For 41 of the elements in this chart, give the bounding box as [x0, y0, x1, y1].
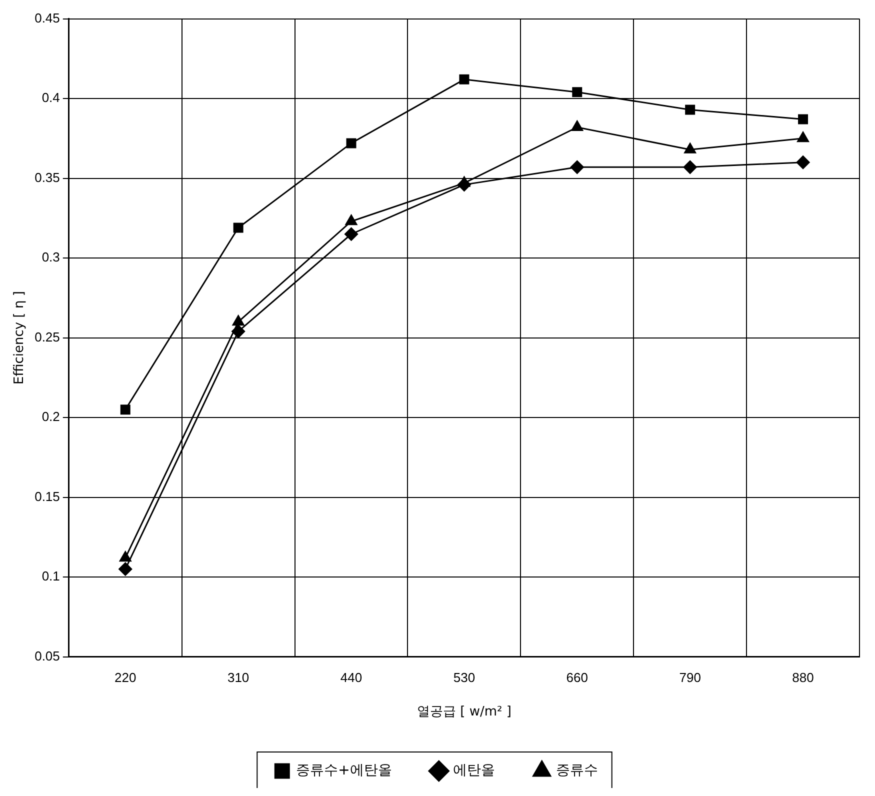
point [797, 132, 809, 142]
y-tick-label: 0.1 [42, 568, 60, 584]
point [457, 178, 471, 192]
y-tick-label: 0.4 [42, 90, 60, 106]
point [118, 562, 132, 576]
point [683, 160, 697, 174]
x-tick-label: 220 [114, 670, 136, 686]
point [233, 222, 244, 233]
x-tick-label: 660 [566, 670, 588, 686]
point [344, 227, 358, 241]
x-axis-title: 열공급 [ w/m² ] [416, 704, 512, 720]
point [570, 160, 584, 174]
legend-label: 증류수 [556, 762, 598, 779]
x-tick-label: 790 [679, 670, 701, 686]
point [684, 142, 696, 154]
point [232, 324, 246, 338]
point [685, 104, 696, 115]
point [345, 214, 358, 226]
y-tick-label: 0.05 [34, 648, 60, 664]
y-axis-title: Efficiency [ η ] [12, 291, 28, 385]
legend-label: 에탄올 [452, 762, 495, 779]
y-tick-label: 0.25 [34, 329, 60, 344]
point [796, 156, 810, 170]
point [572, 87, 582, 98]
y-tick-label: 0.2 [42, 409, 60, 424]
point [798, 114, 808, 124]
point [232, 315, 244, 326]
y-tick-label: 0.35 [34, 170, 60, 185]
x-tick-label: 880 [792, 670, 814, 686]
point [346, 138, 356, 148]
y-tick-label: 0.3 [42, 250, 60, 265]
x-tick-label: 530 [453, 670, 476, 686]
x-tick-label: 440 [340, 670, 362, 686]
x-tick-label: 310 [227, 670, 250, 686]
point [119, 551, 132, 562]
point [120, 404, 130, 415]
point [459, 74, 470, 84]
legend-label: 증류수+에탄올 [296, 762, 392, 779]
y-tick-label: 0.15 [34, 488, 60, 504]
y-tick-label: 0.45 [34, 10, 60, 26]
point [571, 120, 584, 132]
